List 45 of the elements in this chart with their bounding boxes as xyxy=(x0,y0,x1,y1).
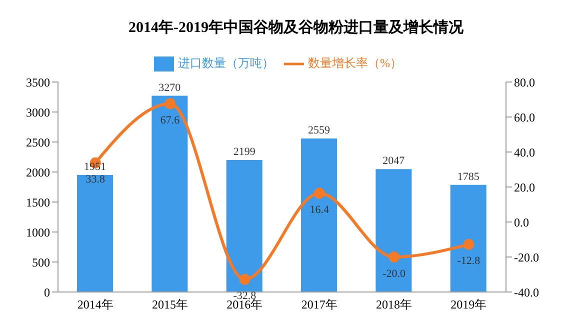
data-label: 1785 xyxy=(457,170,480,183)
y2-tick-label: 80.0 xyxy=(514,75,535,90)
data-label: 33.8 xyxy=(86,174,106,186)
y-tick-label: 2000 xyxy=(26,165,50,180)
x-tick-label: 2018年 xyxy=(376,298,412,312)
y-tick-label: 3000 xyxy=(26,105,50,120)
point xyxy=(463,238,474,250)
y2-tick-label: 40.0 xyxy=(514,145,535,160)
data-label: 3270 xyxy=(158,82,182,94)
bar xyxy=(376,169,412,292)
legend-label: 进口数量（万吨） xyxy=(178,56,274,70)
data-label: 2199 xyxy=(233,146,256,158)
data-label: -12.8 xyxy=(457,255,481,268)
y-tick-label: 3500 xyxy=(26,75,50,90)
y2-tick-label: -20.0 xyxy=(514,250,539,264)
data-label: 16.4 xyxy=(310,204,330,216)
bar xyxy=(226,160,262,292)
data-label: -20.0 xyxy=(382,268,406,280)
y2-tick-label: -40.0 xyxy=(514,285,539,300)
bar xyxy=(152,96,188,292)
y-tick-label: 2500 xyxy=(26,135,50,150)
point xyxy=(388,252,400,262)
y-tick-label: 500 xyxy=(32,255,50,270)
data-label: 2047 xyxy=(382,155,406,168)
bar xyxy=(77,174,113,292)
legend-label: 数量增长率（%） xyxy=(308,56,402,70)
y-tick-label: 1500 xyxy=(26,195,50,210)
y2-tick-label: 0.0 xyxy=(514,215,529,230)
x-tick-label: 2014年 xyxy=(77,298,114,312)
y-tick-label: 1000 xyxy=(26,225,50,240)
x-tick-label: 2019年 xyxy=(450,298,487,312)
y-tick-label: 0 xyxy=(44,285,50,300)
x-tick-label: 2015年 xyxy=(152,298,188,312)
data-label: 1951 xyxy=(84,160,106,173)
point xyxy=(164,98,176,110)
point xyxy=(314,188,325,199)
x-tick-label: 2017年 xyxy=(301,298,338,312)
point xyxy=(239,274,250,285)
data-label: 67.6 xyxy=(160,114,180,127)
y2-tick-label: 60.0 xyxy=(514,110,535,124)
bar xyxy=(450,184,486,292)
chart-title: 2014年-2019年中国谷物及谷物粉进口量及增长情况 xyxy=(128,18,464,38)
y2-tick-label: 20.0 xyxy=(514,180,535,194)
bar xyxy=(301,138,337,292)
data-label: 2559 xyxy=(308,124,330,136)
